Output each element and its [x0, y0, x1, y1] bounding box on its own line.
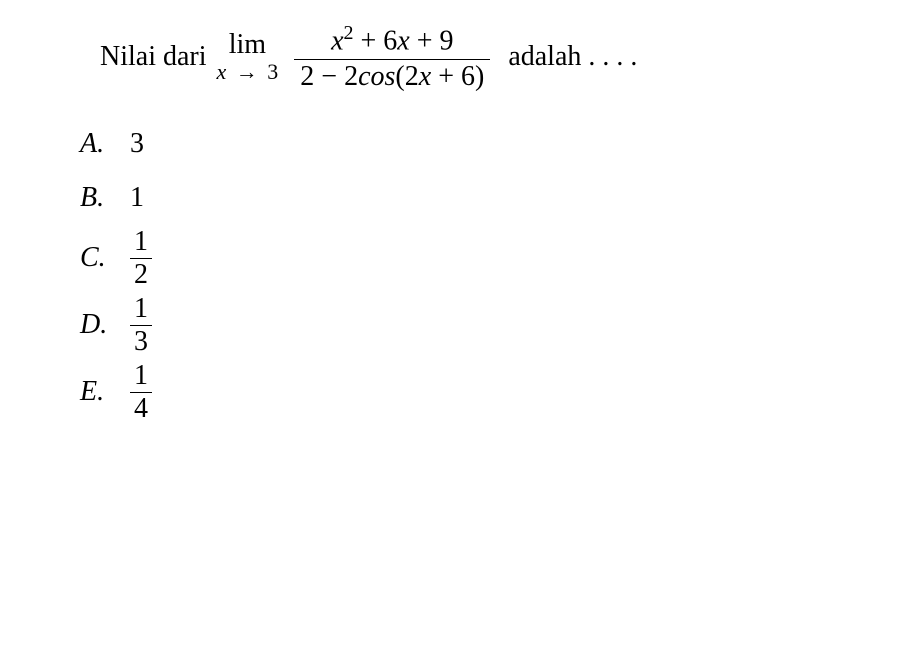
option-label: E. [80, 376, 130, 408]
limit-var: x [217, 59, 227, 84]
option-c: C. 1 2 [80, 228, 824, 289]
num-p5: + 9 [410, 25, 454, 56]
option-fraction: 1 2 [130, 228, 152, 289]
limit-arrow: → [236, 59, 258, 84]
num-p3: + 6 [354, 25, 398, 56]
option-label: B. [80, 182, 130, 214]
option-a: A. 3 [80, 120, 824, 168]
option-fraction: 1 4 [130, 362, 152, 423]
option-value: 1 [130, 182, 144, 214]
question-line: Nilai dari lim x → 3 x2 + 6x + 9 2 − 2co… [80, 20, 824, 95]
option-fraction: 1 3 [130, 295, 152, 356]
frac-den: 4 [130, 395, 152, 423]
den-p5: + 6) [431, 61, 484, 92]
limit-target: 3 [267, 59, 278, 84]
option-label: C. [80, 242, 130, 274]
limit-subscript: x → 3 [217, 61, 279, 83]
option-label: D. [80, 309, 130, 341]
frac-num: 1 [130, 228, 152, 256]
options-list: A. 3 B. 1 C. 1 2 D. 1 3 E. 1 4 [80, 120, 824, 423]
option-b: B. 1 [80, 174, 824, 222]
option-e: E. 1 4 [80, 362, 824, 423]
den-p1: 2 − 2 [300, 61, 358, 92]
fraction-denominator: 2 − 2cos(2x + 6) [294, 60, 490, 95]
den-p3: (2 [395, 61, 418, 92]
num-p2: 2 [344, 22, 354, 44]
fraction-numerator: x2 + 6x + 9 [325, 20, 459, 59]
num-p1: x [331, 25, 343, 56]
limit-symbol: lim [229, 31, 266, 59]
option-value: 3 [130, 128, 144, 160]
option-label: A. [80, 128, 130, 160]
den-p4: x [419, 61, 431, 92]
den-p2: cos [358, 61, 395, 92]
frac-den: 3 [130, 328, 152, 356]
limit-block: lim x → 3 [217, 31, 279, 83]
frac-num: 1 [130, 362, 152, 390]
option-d: D. 1 3 [80, 295, 824, 356]
frac-num: 1 [130, 295, 152, 323]
main-fraction: x2 + 6x + 9 2 − 2cos(2x + 6) [294, 20, 490, 95]
frac-den: 2 [130, 261, 152, 289]
question-prefix: Nilai dari [100, 41, 207, 73]
num-p4: x [397, 25, 409, 56]
question-suffix: adalah . . . . [508, 41, 637, 73]
